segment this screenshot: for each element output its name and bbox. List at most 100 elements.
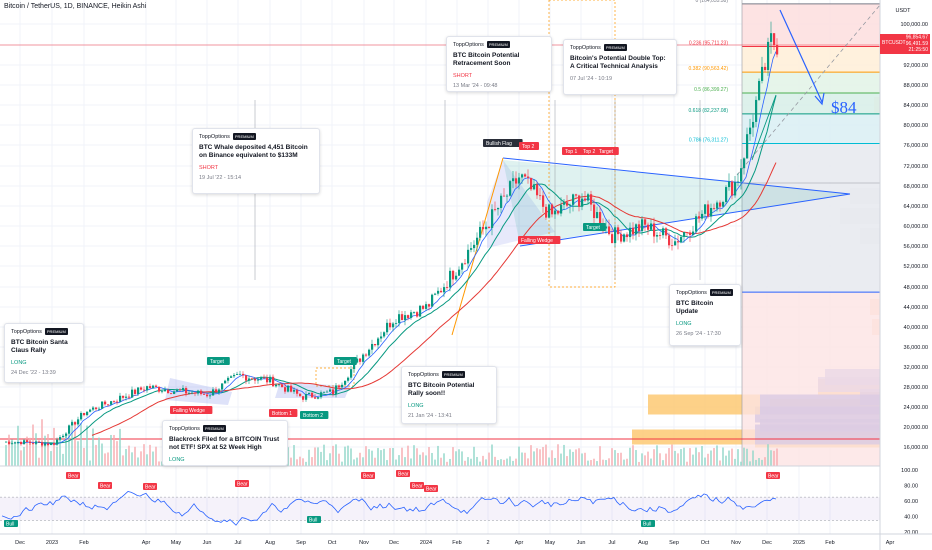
candle-body[interactable]: [140, 387, 143, 390]
symbol-header[interactable]: Bitcoin / TetherUS, 1D, BINANCE, Heikin …: [4, 3, 147, 10]
candle-body[interactable]: [497, 207, 500, 210]
candle-body[interactable]: [773, 33, 776, 46]
candle-body[interactable]: [587, 194, 590, 201]
candle-body[interactable]: [50, 443, 53, 446]
candle-body[interactable]: [677, 241, 680, 243]
candle-body[interactable]: [599, 212, 602, 226]
candle-body[interactable]: [566, 202, 569, 206]
candle-body[interactable]: [605, 226, 608, 229]
candle-body[interactable]: [365, 354, 368, 356]
candle-body[interactable]: [581, 198, 584, 207]
candle-body[interactable]: [20, 441, 23, 445]
candle-body[interactable]: [329, 389, 332, 392]
candle-body[interactable]: [494, 209, 497, 211]
candle-body[interactable]: [65, 433, 68, 436]
candle-body[interactable]: [170, 393, 173, 394]
candle-body[interactable]: [545, 206, 548, 218]
candle-body[interactable]: [92, 407, 95, 410]
candle-body[interactable]: [440, 290, 443, 293]
candle-body[interactable]: [185, 387, 188, 394]
candle-body[interactable]: [416, 312, 419, 317]
candle-body[interactable]: [227, 377, 230, 381]
idea-callout[interactable]: ToppOptions PREMIUM BTC Bitcoin Santa Clau…: [4, 323, 84, 383]
candle-body[interactable]: [317, 397, 320, 399]
candle-body[interactable]: [476, 237, 479, 245]
candle-body[interactable]: [404, 315, 407, 321]
candle-body[interactable]: [194, 392, 197, 394]
candle-body[interactable]: [14, 442, 17, 444]
candle-body[interactable]: [44, 443, 47, 446]
candle-body[interactable]: [299, 393, 302, 397]
candle-body[interactable]: [635, 224, 638, 235]
candle-body[interactable]: [401, 314, 404, 321]
candle-body[interactable]: [68, 425, 71, 434]
candle-body[interactable]: [503, 195, 506, 197]
candle-body[interactable]: [620, 234, 623, 242]
idea-callout[interactable]: ToppOptions PREMIUM BTC Bitcoin Potential …: [446, 36, 552, 92]
candle-body[interactable]: [755, 99, 758, 122]
candle-body[interactable]: [32, 443, 35, 444]
candle-body[interactable]: [629, 227, 632, 238]
candle-body[interactable]: [437, 290, 440, 294]
candle-body[interactable]: [728, 181, 731, 188]
candle-body[interactable]: [239, 373, 242, 375]
candle-body[interactable]: [326, 391, 329, 393]
candle-body[interactable]: [248, 378, 251, 381]
candle-body[interactable]: [608, 226, 611, 235]
candle-body[interactable]: [692, 231, 695, 235]
candle-body[interactable]: [188, 392, 191, 394]
candle-body[interactable]: [200, 390, 203, 395]
candle-body[interactable]: [314, 397, 317, 399]
candle-body[interactable]: [500, 195, 503, 208]
candle-body[interactable]: [146, 386, 149, 391]
candle-body[interactable]: [359, 358, 362, 362]
candle-body[interactable]: [716, 202, 719, 209]
candle-body[interactable]: [8, 441, 11, 444]
candle-body[interactable]: [650, 223, 653, 230]
candle-body[interactable]: [362, 354, 365, 362]
candle-body[interactable]: [263, 377, 266, 379]
candle-body[interactable]: [338, 385, 341, 388]
candle-body[interactable]: [272, 376, 275, 387]
candle-body[interactable]: [254, 378, 257, 381]
candle-body[interactable]: [455, 275, 458, 280]
candle-body[interactable]: [698, 216, 701, 219]
candle-body[interactable]: [17, 441, 20, 443]
price-axis-bg[interactable]: [880, 0, 932, 550]
candle-body[interactable]: [167, 389, 170, 394]
candle-body[interactable]: [233, 374, 236, 377]
candle-body[interactable]: [242, 373, 245, 376]
candle-body[interactable]: [671, 245, 674, 247]
candle-body[interactable]: [695, 216, 698, 232]
candle-body[interactable]: [584, 198, 587, 201]
candle-body[interactable]: [509, 181, 512, 196]
candle-body[interactable]: [578, 195, 581, 207]
price-axis[interactable]: USDT100,000.0096,000.0092,000.0088,000.0…: [896, 8, 928, 451]
candle-body[interactable]: [521, 174, 524, 178]
candle-body[interactable]: [419, 305, 422, 317]
candle-body[interactable]: [281, 384, 284, 388]
candle-body[interactable]: [320, 392, 323, 398]
candle-body[interactable]: [26, 440, 29, 442]
candle-body[interactable]: [719, 202, 722, 207]
candle-body[interactable]: [713, 207, 716, 209]
candle-body[interactable]: [638, 224, 641, 232]
candle-body[interactable]: [593, 204, 596, 219]
candle-body[interactable]: [722, 201, 725, 207]
candle-body[interactable]: [518, 177, 521, 184]
candle-body[interactable]: [368, 349, 371, 356]
candle-body[interactable]: [80, 412, 83, 420]
candle-body[interactable]: [653, 223, 656, 237]
candle-body[interactable]: [614, 227, 617, 244]
candle-body[interactable]: [701, 213, 704, 219]
candle-body[interactable]: [527, 176, 530, 178]
time-axis[interactable]: Dec 2023 Feb Apr May Jun Jul Aug Sep Oct Nov Dec 202…: [15, 540, 894, 546]
candle-body[interactable]: [59, 437, 62, 440]
candle-body[interactable]: [710, 207, 713, 217]
candle-body[interactable]: [5, 441, 8, 443]
candle-body[interactable]: [215, 389, 218, 393]
candle-body[interactable]: [626, 234, 629, 238]
candle-body[interactable]: [662, 228, 665, 236]
candle-body[interactable]: [56, 439, 59, 445]
candle-body[interactable]: [137, 387, 140, 394]
